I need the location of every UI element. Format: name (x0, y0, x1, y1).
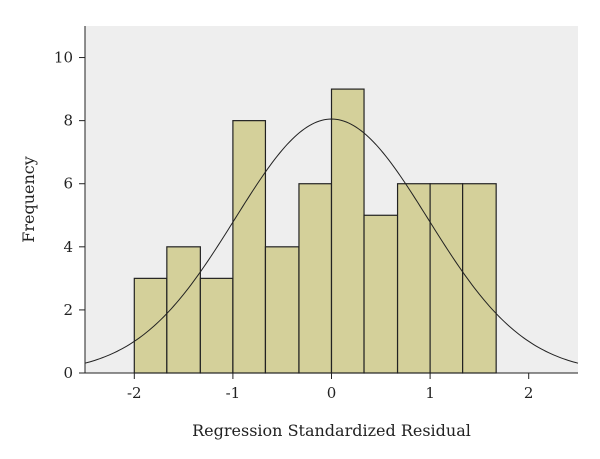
x-tick-label: 1 (425, 384, 435, 402)
histogram-bar-2 (166, 246, 201, 374)
histogram-bar-4 (232, 120, 267, 374)
y-tick-label: 8 (63, 112, 73, 130)
y-tick-label: 4 (63, 238, 73, 256)
x-tick-label: -2 (127, 384, 142, 402)
y-tick-label: 0 (63, 364, 73, 382)
x-ticks: -2 -1 0 1 2 (127, 373, 533, 402)
y-ticks: 0 2 4 6 8 10 (54, 49, 85, 382)
y-axis-label: Frequency (19, 156, 38, 243)
y-tick-label: 6 (63, 175, 73, 193)
histogram-bar-6 (298, 183, 333, 374)
histogram-bar-8 (363, 214, 399, 374)
histogram-bar-9 (396, 183, 431, 374)
y-tick-label: 2 (63, 301, 73, 319)
bars (133, 88, 497, 374)
histogram-bar-7 (330, 88, 365, 374)
histogram-bar-3 (199, 277, 234, 374)
y-tick-label: 10 (54, 49, 73, 67)
histogram-bar-10 (429, 183, 464, 374)
histogram-bar-5 (264, 246, 300, 374)
x-tick-label: 0 (327, 384, 337, 402)
histogram-bar-1 (133, 277, 168, 374)
x-tick-label: 2 (524, 384, 534, 402)
x-tick-label: -1 (226, 384, 241, 402)
normal-curve (84, 118, 579, 364)
x-axis-label: Regression Standardized Residual (192, 421, 471, 440)
